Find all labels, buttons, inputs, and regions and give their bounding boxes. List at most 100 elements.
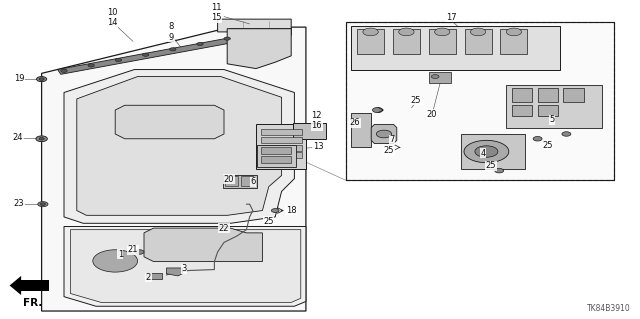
Text: 18: 18 — [286, 206, 296, 215]
Circle shape — [533, 137, 542, 141]
Circle shape — [142, 53, 148, 56]
Text: 6: 6 — [250, 177, 255, 186]
Bar — [346, 22, 614, 180]
Bar — [261, 129, 302, 135]
Text: TK84B3910: TK84B3910 — [587, 304, 630, 313]
Polygon shape — [257, 145, 296, 167]
Circle shape — [431, 75, 439, 78]
Bar — [506, 85, 602, 128]
Text: 25: 25 — [542, 141, 552, 150]
Bar — [512, 88, 532, 102]
Bar — [261, 145, 302, 151]
Bar — [241, 176, 253, 186]
Text: 23: 23 — [14, 199, 24, 208]
Circle shape — [36, 77, 47, 82]
Polygon shape — [144, 228, 262, 262]
Circle shape — [495, 168, 504, 173]
Bar — [465, 29, 492, 54]
Polygon shape — [115, 105, 224, 139]
Circle shape — [271, 209, 279, 212]
Bar — [351, 26, 560, 70]
Text: 11
15: 11 15 — [211, 3, 221, 22]
Bar — [429, 72, 451, 83]
Text: 25: 25 — [384, 146, 394, 155]
Circle shape — [470, 28, 486, 36]
Text: 24: 24 — [13, 133, 23, 142]
Circle shape — [40, 203, 45, 205]
Text: 12
16: 12 16 — [312, 111, 322, 130]
Text: 20: 20 — [224, 175, 234, 184]
Polygon shape — [166, 268, 182, 276]
Text: 2: 2 — [146, 273, 151, 282]
Polygon shape — [70, 230, 301, 302]
Bar — [351, 113, 371, 147]
Bar — [261, 137, 302, 143]
Bar — [357, 29, 384, 54]
Text: 13: 13 — [313, 142, 323, 151]
Circle shape — [372, 108, 383, 113]
Polygon shape — [64, 226, 306, 306]
Circle shape — [399, 28, 414, 36]
Circle shape — [363, 28, 378, 36]
Text: 22: 22 — [219, 224, 229, 233]
Bar — [563, 88, 584, 102]
Text: FR.: FR. — [23, 298, 42, 308]
Text: 5: 5 — [550, 115, 555, 124]
Circle shape — [82, 244, 148, 278]
Bar — [429, 29, 456, 54]
Circle shape — [39, 78, 44, 80]
Bar — [538, 105, 558, 116]
Bar — [346, 22, 614, 180]
Bar — [500, 29, 527, 54]
Polygon shape — [293, 123, 326, 139]
Circle shape — [197, 42, 204, 46]
Circle shape — [61, 69, 67, 72]
Circle shape — [39, 137, 44, 140]
Bar — [223, 175, 257, 188]
Text: 25: 25 — [264, 217, 274, 226]
Bar — [393, 29, 420, 54]
Bar — [146, 273, 162, 279]
Text: 7: 7 — [389, 135, 394, 144]
Polygon shape — [227, 29, 291, 69]
Circle shape — [115, 58, 122, 62]
Circle shape — [376, 130, 392, 138]
Text: 25: 25 — [486, 161, 496, 170]
Text: 25: 25 — [411, 96, 421, 105]
Text: 20: 20 — [427, 110, 437, 119]
Circle shape — [464, 140, 509, 163]
Text: 8
9: 8 9 — [169, 22, 174, 41]
Text: 26: 26 — [350, 118, 360, 127]
Circle shape — [36, 136, 47, 142]
Polygon shape — [64, 70, 294, 223]
Bar — [512, 105, 532, 116]
Circle shape — [506, 28, 522, 36]
Bar — [261, 156, 291, 163]
Text: 17: 17 — [446, 13, 456, 22]
Circle shape — [93, 250, 138, 272]
Circle shape — [224, 37, 230, 40]
Polygon shape — [256, 124, 306, 169]
Circle shape — [435, 28, 450, 36]
Polygon shape — [58, 38, 236, 74]
Circle shape — [135, 250, 144, 254]
Circle shape — [170, 48, 176, 51]
Polygon shape — [77, 77, 282, 215]
Text: 10
14: 10 14 — [107, 8, 117, 27]
Text: 1: 1 — [118, 250, 123, 259]
Polygon shape — [42, 27, 306, 311]
Polygon shape — [17, 280, 49, 291]
Circle shape — [38, 202, 48, 207]
Text: 4: 4 — [481, 149, 486, 158]
Bar — [538, 88, 558, 102]
Polygon shape — [10, 276, 21, 295]
Polygon shape — [218, 19, 291, 32]
Text: 19: 19 — [14, 74, 24, 83]
Polygon shape — [371, 124, 397, 144]
Bar — [261, 147, 291, 154]
Bar — [261, 152, 302, 158]
Text: 21: 21 — [128, 245, 138, 254]
Text: 3: 3 — [182, 264, 187, 273]
Circle shape — [475, 146, 498, 157]
Circle shape — [88, 64, 95, 67]
